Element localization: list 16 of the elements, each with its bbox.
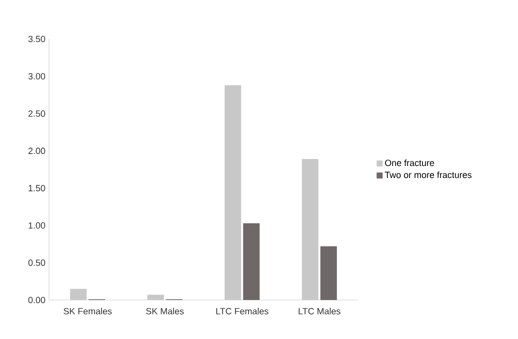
y-tick-label: 2.00 [28,148,46,154]
legend-label: One fracture [385,160,434,166]
y-tick-label: 0.50 [28,260,46,266]
bar [320,246,337,300]
y-tick-label: 2.50 [28,110,46,117]
x-tick-label: LTC Males [298,308,340,314]
legend-label: Two or more fractures [384,171,472,178]
y-tick-label: 0.00 [28,296,46,304]
y-tick-label: 3.00 [28,73,46,80]
x-tick-label: SK Males [146,308,184,314]
x-tick-label: SK Females [64,308,112,314]
y-tick-label: 1.50 [28,184,46,192]
x-tick-label: LTC Females [216,308,268,314]
y-tick-label: 1.00 [28,222,46,229]
bar [243,223,260,300]
y-tick-label: 3.50 [28,36,46,42]
